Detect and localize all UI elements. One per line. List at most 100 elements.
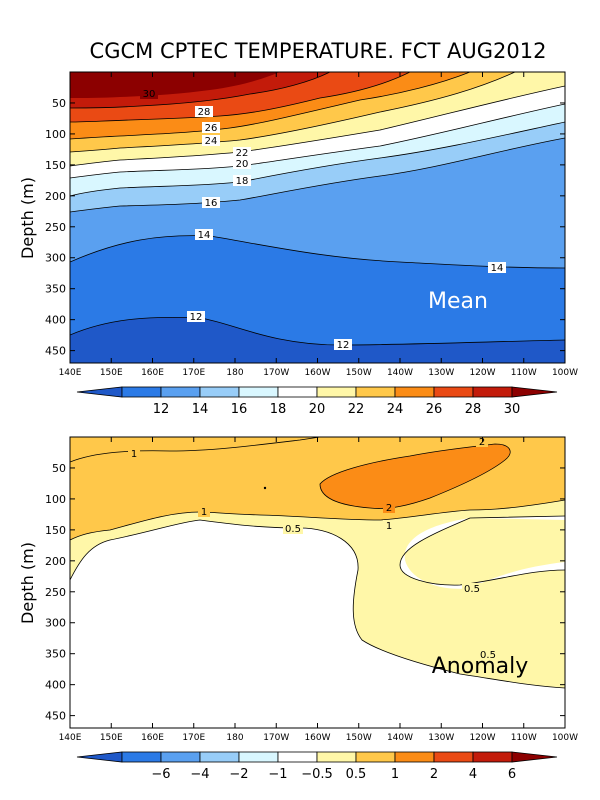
mean-y-axis: 50 100 150 200 250 300 350 400 450	[45, 97, 565, 358]
contour-label: 22	[236, 148, 249, 159]
colorbar-swatch	[355, 751, 396, 763]
y-tick-label: 300	[45, 617, 66, 630]
y-tick-label: 150	[45, 159, 66, 172]
contour-label: 1	[201, 507, 207, 518]
contour-label: 1	[386, 521, 392, 532]
colorbar-swatch	[433, 386, 474, 398]
contour-label: 20	[236, 159, 249, 170]
x-tick-label: 150E	[100, 733, 123, 743]
colorbar-tick-label: 12	[153, 402, 170, 417]
anomaly-y-axis-label: Depth (m)	[18, 542, 37, 624]
contour-label: 1	[131, 449, 137, 460]
colorbar-swatch	[394, 386, 435, 398]
colorbar-swatch	[199, 751, 240, 763]
contour-label: 28	[198, 107, 211, 118]
anomaly-x-axis: 140E 150E 160E 170E 180 170W 160W 150W 140W 130W 1…	[59, 437, 578, 743]
x-tick-label: 140W	[387, 733, 413, 743]
colorbar-tick-label: 16	[231, 402, 248, 417]
colorbar-tick-label: 14	[192, 402, 209, 417]
x-tick-label: 150E	[100, 368, 123, 378]
colorbar-tick-label: −2	[229, 767, 248, 782]
colorbar-swatch	[316, 751, 357, 763]
colorbar-left-arrow	[76, 386, 123, 398]
x-tick-label: 180	[226, 733, 243, 743]
colorbar-tick-label: 18	[270, 402, 287, 417]
x-tick-label: 160W	[304, 733, 330, 743]
colorbar-swatch	[238, 386, 279, 398]
contour-label: 14	[491, 263, 504, 274]
colorbar-tick-label: 4	[469, 767, 477, 782]
x-tick-label: 110W	[511, 733, 537, 743]
contour-label: 14	[198, 230, 211, 241]
anomaly-panel: 1 2 1 2 1 0.5 0.5 0.5 Anomaly 140E 150E 16…	[18, 436, 578, 782]
contour-label: 26	[205, 123, 218, 134]
x-tick-label: 150W	[346, 368, 372, 378]
x-tick-label: 130W	[428, 733, 454, 743]
colorbar-tick-label: −0.5	[301, 767, 333, 782]
mean-panel: 30 28 26 24 22 20 18 16 14 14	[18, 71, 578, 417]
colorbar-tick-label: 6	[508, 767, 516, 782]
y-tick-label: 100	[45, 128, 66, 141]
y-tick-label: 450	[45, 345, 66, 358]
colorbar-swatch	[238, 751, 279, 763]
colorbar-swatch	[160, 386, 201, 398]
contour-label: 24	[205, 136, 218, 147]
colorbar-swatch	[121, 751, 162, 763]
contour-label: 30	[143, 89, 156, 100]
colorbar-swatch	[277, 751, 318, 763]
contour-label: 18	[236, 176, 249, 187]
x-tick-label: 170E	[182, 368, 205, 378]
colorbar-tick-label: 26	[426, 402, 443, 417]
fill-32-plus	[70, 72, 280, 98]
y-tick-label: 100	[45, 493, 66, 506]
contour-label: 0.5	[464, 584, 480, 595]
contour-label: 2	[386, 503, 392, 514]
y-tick-label: 400	[45, 314, 66, 327]
x-tick-label: 170E	[182, 733, 205, 743]
colorbar-tick-label: 1	[391, 767, 399, 782]
y-tick-label: 200	[45, 190, 66, 203]
colorbar-left-arrow	[76, 751, 123, 763]
anomaly-colorbar: −6 −4 −2 −1 −0.5 0.5 1 2 4 6	[76, 751, 558, 782]
colorbar-swatch	[472, 751, 513, 763]
mean-colorbar: 12 14 16 18 20 22 24 26 28 30	[76, 386, 558, 417]
y-tick-label: 400	[45, 679, 66, 692]
y-tick-label: 50	[52, 462, 66, 475]
x-tick-label: 160E	[141, 368, 164, 378]
y-tick-label: 300	[45, 252, 66, 265]
x-tick-label: 160E	[141, 733, 164, 743]
colorbar-right-arrow	[511, 751, 558, 763]
mean-panel-label: Mean	[428, 289, 488, 314]
anomaly-y-axis: 50 100 150 200 250 300 350 400 450	[45, 462, 565, 723]
y-tick-label: 350	[45, 283, 66, 296]
y-tick-label: 250	[45, 586, 66, 599]
colorbar-tick-label: −6	[151, 767, 170, 782]
x-tick-label: 100W	[552, 733, 578, 743]
mean-x-axis: 140E 150E 160E 170E 180 170W 160W 150W 140W 130W 1…	[59, 72, 578, 378]
contour-label: 0.5	[480, 650, 496, 661]
colorbar-tick-label: 0.5	[346, 767, 367, 782]
colorbar-swatch	[121, 386, 162, 398]
colorbar-swatch	[355, 386, 396, 398]
colorbar-swatch	[316, 386, 357, 398]
x-tick-label: 120W	[469, 733, 495, 743]
x-tick-label: 170W	[263, 733, 289, 743]
contour-label: 0.5	[285, 524, 301, 535]
colorbar-swatch	[199, 386, 240, 398]
x-tick-label: 140E	[59, 733, 82, 743]
anomaly-contour-fills: 1 2 1 2 1 0.5 0.5 0.5 Anomaly	[70, 437, 565, 728]
x-tick-label: 140W	[387, 368, 413, 378]
x-tick-label: 110W	[511, 368, 537, 378]
mean-contour-label-group: 30 28 26 24 22 20 18 16 14 14	[140, 88, 506, 351]
colorbar-tick-label: 30	[504, 402, 521, 417]
y-tick-label: 350	[45, 648, 66, 661]
colorbar-tick-label: −1	[268, 767, 287, 782]
x-tick-label: 130W	[428, 368, 454, 378]
x-tick-label: 140E	[59, 368, 82, 378]
colorbar-tick-label: 20	[309, 402, 326, 417]
x-tick-label: 160W	[304, 368, 330, 378]
anomaly-contour-lines	[70, 437, 565, 689]
colorbar-right-arrow	[511, 386, 558, 398]
colorbar-swatch	[394, 751, 435, 763]
contour-label: 12	[190, 312, 203, 323]
